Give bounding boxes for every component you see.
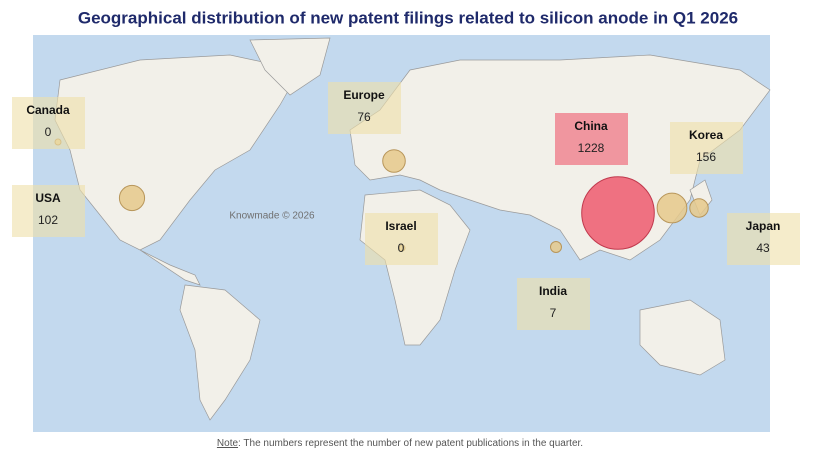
region-value: 0: [398, 241, 405, 255]
region-name: USA: [35, 191, 61, 205]
region-name: Japan: [746, 219, 781, 233]
label-box: [555, 113, 628, 165]
region-value: 0: [45, 125, 52, 139]
bubble: [549, 240, 563, 254]
bubble: [382, 149, 406, 173]
title: Geographical distribution of new patent …: [78, 8, 738, 27]
region-name: China: [574, 119, 608, 133]
note: Note: The numbers represent the number o…: [217, 438, 583, 449]
region-value: 76: [357, 110, 371, 124]
regions: Canada 0 USA 102 Europe 76 Israel 0 China 1228 Kor…: [12, 82, 800, 330]
label-box: [670, 122, 743, 174]
label-box: [12, 185, 85, 237]
region-name: Canada: [26, 103, 70, 117]
region-name: Europe: [343, 88, 385, 102]
region-value: 156: [696, 150, 716, 164]
note-label: Note: [217, 438, 239, 449]
bubble: [656, 192, 688, 224]
label-box: [328, 82, 401, 134]
region-value: 43: [756, 241, 770, 255]
label-box: [12, 97, 85, 149]
region-name: India: [539, 284, 567, 298]
region-value: 7: [550, 306, 557, 320]
label-box: [727, 213, 800, 265]
region-name: Israel: [385, 219, 416, 233]
bubble: [689, 198, 709, 218]
note-text: : The numbers represent the number of ne…: [238, 438, 583, 449]
label-box: [517, 278, 590, 330]
region-value: 102: [38, 213, 58, 227]
watermark: Knowmade © 2026: [229, 211, 315, 222]
label-box: [365, 213, 438, 265]
bubble: [118, 184, 146, 212]
region-name: Korea: [689, 128, 723, 142]
region-value: 1228: [578, 141, 605, 155]
bubble: [581, 176, 655, 250]
